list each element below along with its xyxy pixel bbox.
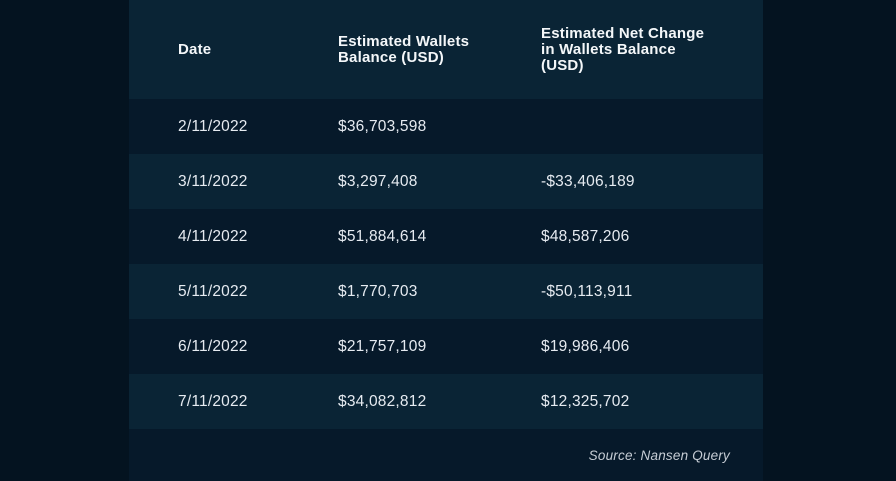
cell-balance: $3,297,408 (338, 172, 418, 190)
cell-net-change: $12,325,702 (541, 392, 630, 410)
cell-net-change: -$50,113,911 (541, 282, 633, 300)
cell-date: 7/11/2022 (178, 392, 248, 410)
table-row: 3/11/2022 $3,297,408 -$33,406,189 (129, 154, 763, 209)
column-header-balance: Estimated Wallets Balance (USD) (338, 32, 470, 66)
column-header-date: Date (178, 40, 212, 58)
cell-date: 4/11/2022 (178, 227, 248, 245)
source-attribution: Source: Nansen Query (588, 447, 730, 463)
column-header-net-change: Estimated Net Change in Wallets Balance … (541, 24, 705, 74)
table-row: 7/11/2022 $34,082,812 $12,325,702 (129, 374, 763, 429)
cell-net-change: -$33,406,189 (541, 172, 635, 190)
cell-balance: $1,770,703 (338, 282, 418, 300)
cell-net-change: $48,587,206 (541, 227, 630, 245)
table-row: 4/11/2022 $51,884,614 $48,587,206 (129, 209, 763, 264)
table-row: 6/11/2022 $21,757,109 $19,986,406 (129, 319, 763, 374)
wallets-balance-table: Date Estimated Wallets Balance (USD) Est… (129, 0, 763, 481)
cell-date: 6/11/2022 (178, 337, 248, 355)
cell-balance: $36,703,598 (338, 117, 427, 135)
table-header-row: Date Estimated Wallets Balance (USD) Est… (129, 0, 763, 99)
table-row: 2/11/2022 $36,703,598 (129, 99, 763, 154)
cell-date: 2/11/2022 (178, 117, 248, 135)
table-row: 5/11/2022 $1,770,703 -$50,113,911 (129, 264, 763, 319)
cell-net-change: $19,986,406 (541, 337, 630, 355)
cell-date: 5/11/2022 (178, 282, 248, 300)
cell-balance: $51,884,614 (338, 227, 427, 245)
cell-date: 3/11/2022 (178, 172, 248, 190)
table-footer: Source: Nansen Query (129, 429, 763, 481)
cell-balance: $21,757,109 (338, 337, 427, 355)
cell-balance: $34,082,812 (338, 392, 427, 410)
